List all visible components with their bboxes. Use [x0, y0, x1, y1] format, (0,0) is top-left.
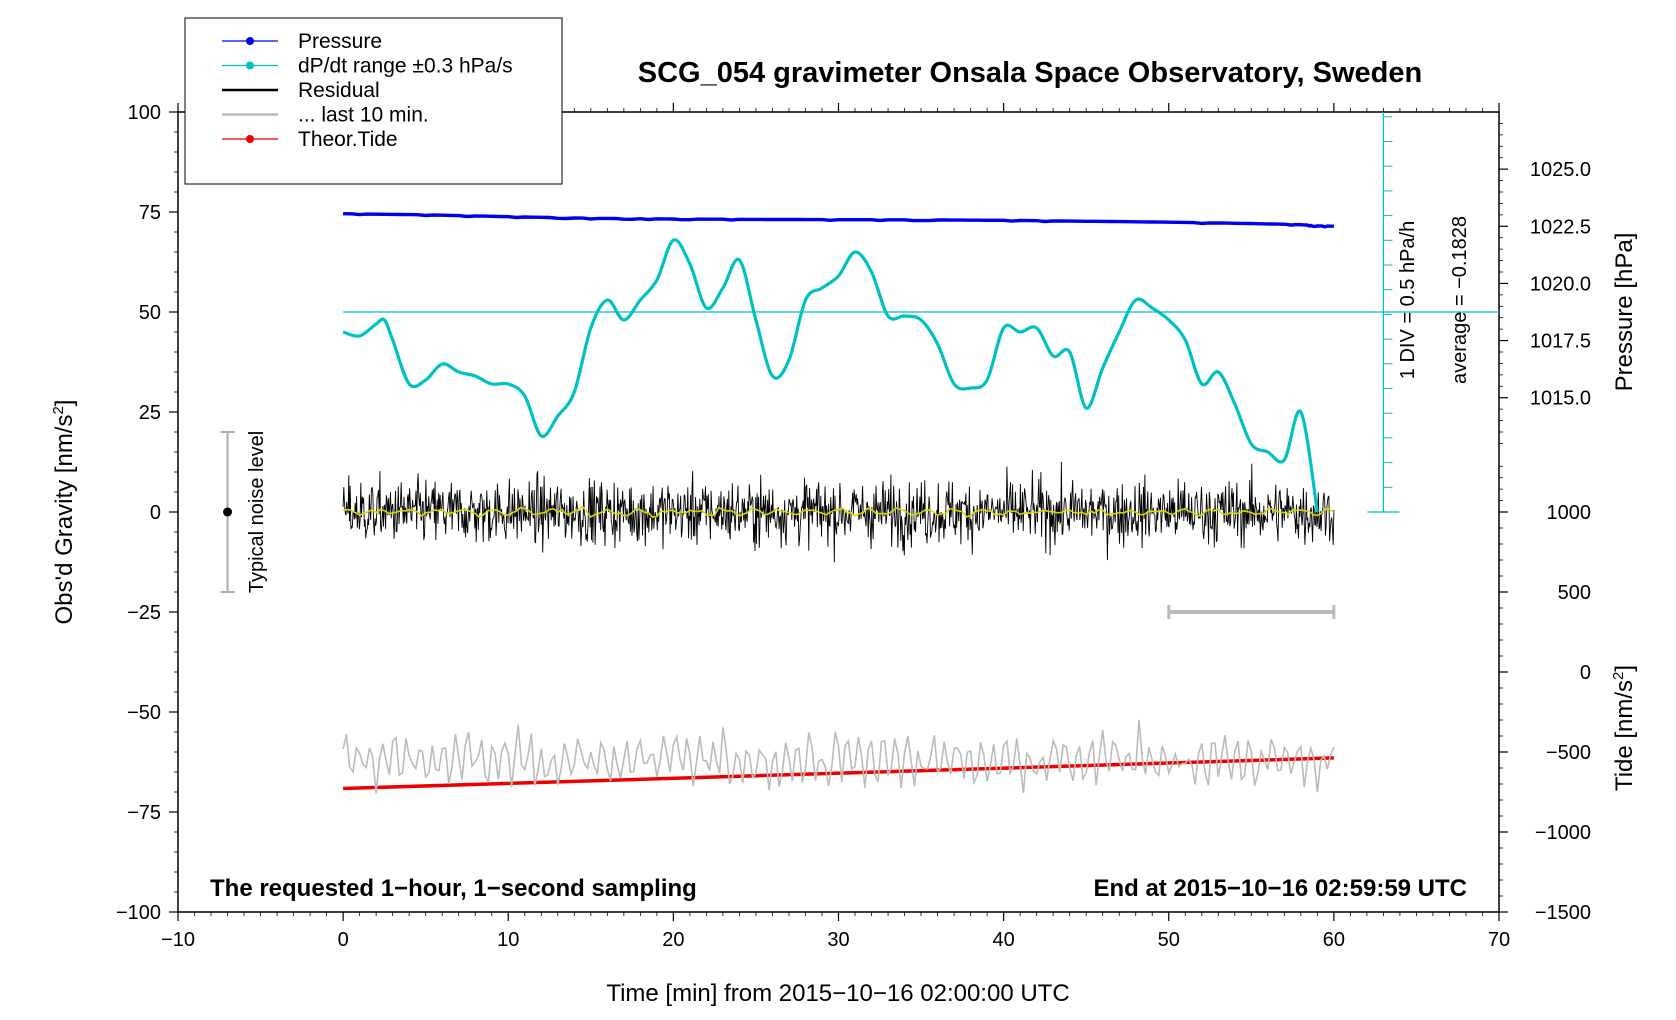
- left-gravity-axis: 100 75 50 25 0 −25 −50 −75 −100: [116, 102, 178, 924]
- x-axis-title: Time [min] from 2015−10−16 02:00:00 UTC: [606, 980, 1069, 1007]
- right-tide-axis: 1000 500 0 −500 −1000 −1500: [1499, 502, 1591, 924]
- legend-marker: [246, 135, 254, 143]
- tide-tick-label: −1500: [1535, 902, 1591, 924]
- tide-axis-title-main: Tide [nm/s: [1611, 680, 1638, 791]
- x-tick-label: 10: [497, 929, 519, 951]
- tide-axis-title-end: ]: [1611, 665, 1638, 672]
- tide-line: [343, 756, 1334, 791]
- left-tick-label: 0: [150, 502, 161, 524]
- x-tick-label: 0: [338, 929, 349, 951]
- chart-title: SCG_054 gravimeter Onsala Space Observat…: [638, 57, 1422, 89]
- tide-tick-label: 0: [1580, 662, 1591, 684]
- pressure-tick-label: 1025.0: [1530, 159, 1591, 181]
- left-tick-label: 25: [139, 402, 161, 424]
- pressure-tick-label: 1020.0: [1530, 273, 1591, 295]
- tide-tick-label: −1000: [1535, 822, 1591, 844]
- left-axis-title-main: Obs'd Gravity [nm/s: [51, 415, 78, 625]
- noise-bar-center: [223, 507, 233, 517]
- x-tick-label: 20: [662, 929, 684, 951]
- legend-label: Theor.Tide: [298, 128, 398, 151]
- left-tick-label: −25: [127, 602, 161, 624]
- series-layer: [342, 212, 1336, 794]
- dpdt-scale-text: 1 DIV = 0.5 hPa/h: [1397, 221, 1419, 379]
- pressure-tick-label: 1015.0: [1530, 388, 1591, 410]
- x-tick-label: 60: [1323, 929, 1345, 951]
- dpdt-average-text: average = −0.1828: [1449, 216, 1471, 384]
- left-axis-title-end: ]: [51, 400, 78, 407]
- residual-line: [342, 461, 1335, 563]
- noise-level-label: Typical noise level: [246, 431, 268, 593]
- left-tick-label: 50: [139, 302, 161, 324]
- right-pressure-axis: 1025.0 1022.5 1020.0 1017.5 1015.0: [1499, 123, 1591, 501]
- left-tick-label: 100: [128, 102, 161, 124]
- legend-marker: [246, 61, 254, 70]
- legend-label: ... last 10 min.: [298, 104, 429, 127]
- legend-box: [184, 17, 563, 185]
- left-tick-label: −100: [116, 902, 161, 924]
- legend-label: dP/dt range ±0.3 hPa/s: [298, 55, 513, 78]
- dpdt-scale-bar: [343, 112, 1499, 513]
- left-axis-title-sup: 2: [50, 406, 67, 414]
- left-tick-label: −75: [127, 802, 161, 824]
- pressure-axis-title: Pressure [hPa]: [1611, 233, 1638, 392]
- footer-right: End at 2015−10−16 02:59:59 UTC: [1093, 875, 1467, 902]
- x-tick-label: −10: [161, 929, 195, 951]
- tide-tick-label: 1000: [1547, 502, 1592, 524]
- footer-left: The requested 1−hour, 1−second sampling: [210, 875, 697, 902]
- x-axis: −10 0 10 20 30 40 50 60 70: [161, 103, 1510, 951]
- pressure-tick-label: 1017.5: [1530, 331, 1591, 353]
- left-tick-label: −50: [127, 702, 161, 724]
- tide-tick-label: −500: [1546, 742, 1591, 764]
- pressure-tick-label: 1022.5: [1530, 216, 1591, 238]
- pressure-line: [343, 212, 1334, 229]
- left-axis-title: Obs'd Gravity [nm/s2]: [50, 400, 78, 625]
- dpdt-line: [342, 238, 1319, 513]
- legend-label: Pressure: [298, 30, 382, 53]
- left-tick-label: 75: [139, 202, 161, 224]
- legend-label: Residual: [298, 79, 380, 102]
- tide-tick-label: 500: [1558, 582, 1591, 604]
- x-tick-label: 40: [993, 929, 1015, 951]
- noise-bar: [220, 431, 235, 593]
- legend-marker: [246, 37, 254, 45]
- x-tick-label: 50: [1158, 929, 1180, 951]
- x-tick-label: 70: [1488, 929, 1510, 951]
- tide-axis-title-sup: 2: [1610, 672, 1627, 680]
- tide-axis-title: Tide [nm/s2]: [1610, 665, 1638, 791]
- residual-smoothed-line: [342, 505, 1335, 519]
- x-tick-label: 30: [827, 929, 849, 951]
- last10-line: [342, 719, 1335, 794]
